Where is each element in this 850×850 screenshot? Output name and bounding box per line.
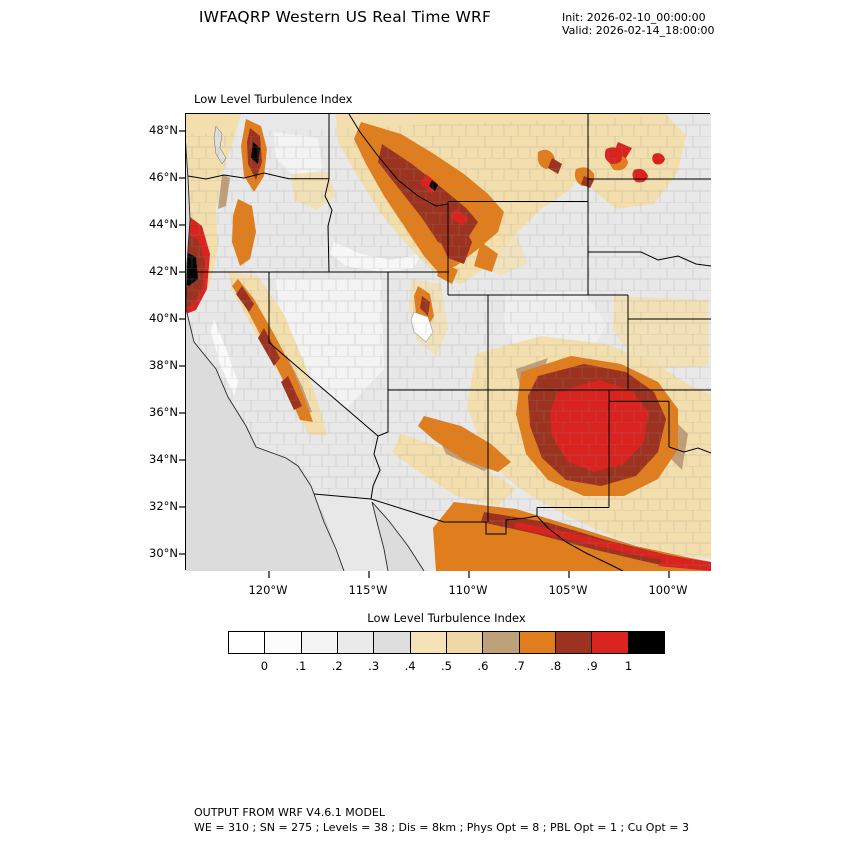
colorbar-tick-label: .6 — [477, 659, 489, 673]
valid-time-label: Valid: 2026-02-14_18:00:00 — [562, 24, 715, 37]
colorbar — [228, 631, 665, 654]
colorbar-tick-label: .9 — [586, 659, 598, 673]
map-panel-title: Low Level Turbulence Index — [194, 92, 353, 106]
lat-tick-label: 30°N — [149, 546, 178, 560]
colorbar-cell — [410, 632, 447, 653]
colorbar-cell — [337, 632, 375, 653]
lon-tick-label: 115°W — [348, 583, 388, 597]
colorbar-cell — [628, 632, 664, 653]
footer-model-line: OUTPUT FROM WRF V4.6.1 MODEL — [194, 806, 385, 819]
lat-tick-label: 42°N — [149, 264, 178, 278]
colorbar-cell — [265, 632, 302, 653]
colorbar-tick-label: .5 — [441, 659, 452, 673]
colorbar-tick-label: .3 — [368, 659, 380, 673]
colorbar-tick-label: .8 — [550, 659, 562, 673]
axis-ticks — [179, 130, 670, 578]
colorbar-tick-label: 1 — [624, 659, 633, 673]
colorbar-cell — [483, 632, 520, 653]
colorbar-cell — [592, 632, 629, 653]
init-time-label: Init: 2026-02-10_00:00:00 — [562, 11, 706, 24]
map-frame — [179, 113, 711, 578]
lat-tick-label: 38°N — [149, 358, 178, 372]
state-boundaries — [187, 114, 711, 571]
colorbar-tick-label: .2 — [331, 659, 343, 673]
colorbar-cell — [229, 632, 266, 653]
colorbar-tick-label: .1 — [295, 659, 307, 673]
page-title: IWFAQRP Western US Real Time WRF — [198, 8, 492, 26]
footer-config-line: WE = 310 ; SN = 275 ; Levels = 38 ; Dis … — [194, 820, 689, 834]
lat-tick-label: 40°N — [149, 311, 178, 325]
colorbar-cell — [374, 632, 411, 653]
footer: OUTPUT FROM WRF V4.6.1 MODEL WE = 310 ; … — [194, 806, 689, 835]
lat-tick-label: 34°N — [149, 452, 178, 466]
colorbar-cell — [301, 632, 338, 653]
lon-tick-label: 105°W — [548, 583, 588, 597]
turbulence-map — [179, 114, 711, 578]
colorbar-tick-label: 0 — [260, 659, 269, 673]
lat-tick-label: 46°N — [149, 170, 178, 184]
lat-tick-label: 44°N — [149, 217, 178, 231]
colorbar-cell — [519, 632, 556, 653]
lat-tick-label: 36°N — [149, 405, 178, 419]
lon-tick-label: 110°W — [448, 583, 488, 597]
lat-tick-label: 32°N — [149, 499, 178, 513]
colorbar-tick-label: .7 — [513, 659, 525, 673]
run-times: Init: 2026-02-10_00:00:00 Valid: 2026-02… — [562, 11, 715, 37]
coastline — [186, 142, 425, 571]
lon-tick-label: 100°W — [648, 583, 688, 597]
lat-tick-label: 48°N — [149, 123, 178, 137]
lon-tick-label: 120°W — [248, 583, 288, 597]
colorbar-cell — [446, 632, 484, 653]
map-layers — [186, 114, 711, 571]
colorbar-tick-label: .4 — [404, 659, 416, 673]
colorbar-cell — [555, 632, 593, 653]
colorbar-title: Low Level Turbulence Index — [367, 611, 526, 625]
